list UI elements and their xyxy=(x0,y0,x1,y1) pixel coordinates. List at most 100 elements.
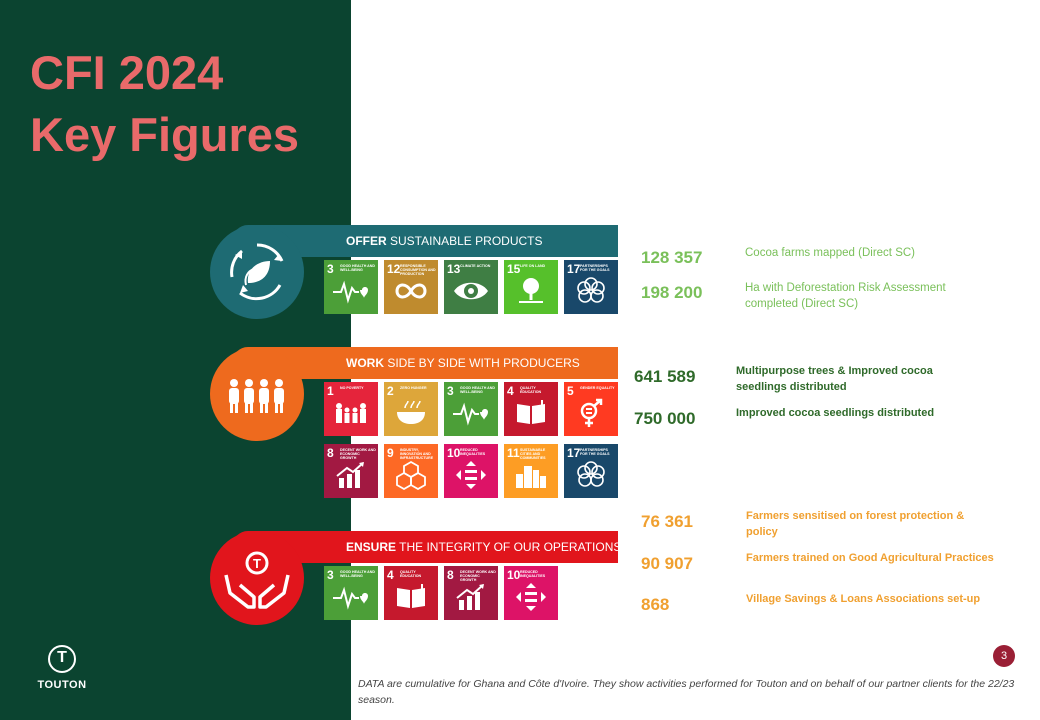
section-ensure-keyword: ENSURE xyxy=(346,540,397,554)
sdg-tile-number: 3 xyxy=(447,384,454,398)
sdg-tile-number: 17 xyxy=(567,262,581,276)
footnote: DATA are cumulative for Ghana and Côte d… xyxy=(358,678,1015,706)
tree-icon xyxy=(504,276,558,314)
title-line-1: CFI 2024 xyxy=(30,46,224,99)
sdg-tile-caption: GENDER EQUALITY xyxy=(580,386,615,390)
svg-text:T: T xyxy=(253,556,261,571)
eye-globe-icon xyxy=(444,276,498,314)
figure-value-7: 868 xyxy=(641,595,670,614)
title-line-2: Key Figures xyxy=(30,108,300,161)
sdg-tile-caption: PARTNERSHIPS FOR THE GOALS xyxy=(580,448,610,457)
sdg-tile-number: 8 xyxy=(447,568,454,582)
sdg-tile-caption: QUALITY EDUCATION xyxy=(400,570,422,579)
sdg-tile-number: 13 xyxy=(447,262,461,276)
sdg-tile-number: 11 xyxy=(507,446,520,460)
sdg-tile-caption: REDUCED INEQUALITIES xyxy=(520,570,546,579)
figure-value-1: 128 357 xyxy=(641,248,703,267)
figure-label-1: Cocoa farms mapped (Direct SC) xyxy=(745,247,915,259)
people-icon xyxy=(210,347,304,441)
figure-label-7: Village Savings & Loans Associations set… xyxy=(746,593,981,605)
figure-label-2: Ha with Deforestation Risk Assessment co… xyxy=(745,282,946,310)
section-offer-text: SUSTAINABLE PRODUCTS xyxy=(386,234,543,248)
figure-value-3: 641 589 xyxy=(634,367,696,386)
sdg-tile-caption: GOOD HEALTH AND WELL-BEING xyxy=(340,264,375,273)
touton-logo-name: TOUTON xyxy=(37,679,87,691)
hands-logo-icon: T xyxy=(210,531,304,625)
sdg-tile-12: 12 RESPONSIBLE CONSUMPTION AND PRODUCTION xyxy=(384,260,438,314)
sdg-tile-number: 3 xyxy=(327,262,334,276)
sdg-tile-number: 10 xyxy=(507,568,521,582)
figure-label-4: Improved cocoa seedlings distributed xyxy=(736,407,935,419)
sdg-tile-caption: GOOD HEALTH AND WELL-BEING xyxy=(460,386,495,395)
leaf-recycle-icon xyxy=(210,225,304,319)
sdg-tile-caption: SUSTAINABLE CITIES AND COMMUNITIES xyxy=(520,448,546,461)
sdg-tile-number: 5 xyxy=(567,384,574,398)
sdg-tile-caption: INDUSTRY, INNOVATION AND INFRASTRUCTURE xyxy=(400,448,434,461)
sdg-tile-13: 13 CLIMATE ACTION xyxy=(444,260,498,314)
growth-chart-icon xyxy=(444,582,498,620)
sdg-tile-11: 11 SUSTAINABLE CITIES AND COMMUNITIES xyxy=(504,444,558,498)
sdg-tile-10: 10 REDUCED INEQUALITIES xyxy=(504,566,558,620)
sdg-tile-caption: LIFE ON LAND xyxy=(520,264,546,268)
sdg-tile-caption: NO POVERTY xyxy=(340,386,364,390)
sdg-tile-17: 17 PARTNERSHIPS FOR THE GOALS xyxy=(564,444,618,498)
sdg-tile-15: 15 LIFE ON LAND xyxy=(504,260,558,314)
sdg-tile-9: 9 INDUSTRY, INNOVATION AND INFRASTRUCTURE xyxy=(384,444,438,498)
figure-value-5: 76 361 xyxy=(641,512,693,531)
gender-icon xyxy=(564,398,618,436)
sdg-tile-caption: PARTNERSHIPS FOR THE GOALS xyxy=(580,264,610,273)
page-number: 3 xyxy=(993,645,1015,667)
book-icon xyxy=(504,398,558,436)
equal-arrows-icon xyxy=(444,460,498,498)
sdg-tile-number: 2 xyxy=(387,384,394,398)
section-work-text: SIDE BY SIDE WITH PRODUCERS xyxy=(384,356,580,370)
touton-logo: T TOUTON xyxy=(34,645,90,691)
sdg-tile-5: 5 GENDER EQUALITY xyxy=(564,382,618,436)
sdg-tile-number: 1 xyxy=(327,384,334,398)
city-icon xyxy=(504,460,558,498)
heartbeat-icon xyxy=(444,398,498,436)
sdg-tile-2: 2 ZERO HUNGER xyxy=(384,382,438,436)
sdg-tile-caption: DECENT WORK AND ECONOMIC GROWTH xyxy=(340,448,376,461)
heartbeat-icon xyxy=(324,276,378,314)
sdg-tile-number: 4 xyxy=(507,384,514,398)
section-work-keyword: WORK xyxy=(346,356,384,370)
section-offer-keyword: OFFER xyxy=(346,234,387,248)
page-title: CFI 2024 Key Figures xyxy=(30,42,299,166)
section-ensure-text: THE INTEGRITY OF OUR OPERATIONS xyxy=(396,540,622,554)
flower-rings-icon xyxy=(564,276,618,314)
sdg-tile-number: 12 xyxy=(387,262,401,276)
sdg-tile-number: 4 xyxy=(387,568,394,582)
sdg-tile-1: 1 NO POVERTY xyxy=(324,382,378,436)
sdg-tile-10: 10 REDUCED INEQUALITIES xyxy=(444,444,498,498)
family-icon xyxy=(324,398,378,436)
sdg-tile-caption: ZERO HUNGER xyxy=(400,386,427,390)
sdg-tile-8: 8 DECENT WORK AND ECONOMIC GROWTH xyxy=(324,444,378,498)
sdg-tile-number: 3 xyxy=(327,568,334,582)
sdg-tile-caption: QUALITY EDUCATION xyxy=(520,386,542,395)
bowl-icon xyxy=(384,398,438,436)
sdg-tile-number: 10 xyxy=(447,446,461,460)
touton-logo-mark: T xyxy=(48,645,76,673)
figure-value-6: 90 907 xyxy=(641,554,693,573)
heartbeat-icon xyxy=(324,582,378,620)
sdg-tile-3: 3 GOOD HEALTH AND WELL-BEING xyxy=(324,260,378,314)
sdg-tile-number: 15 xyxy=(507,262,521,276)
figure-label-6: Farmers trained on Good Agricultural Pra… xyxy=(746,552,994,564)
equal-arrows-icon xyxy=(504,582,558,620)
sdg-tile-caption: GOOD HEALTH AND WELL-BEING xyxy=(340,570,375,579)
sdg-tile-8: 8 DECENT WORK AND ECONOMIC GROWTH xyxy=(444,566,498,620)
growth-chart-icon xyxy=(324,460,378,498)
sdg-tile-caption: RESPONSIBLE CONSUMPTION AND PRODUCTION xyxy=(400,264,436,277)
sdg-tile-4: 4 QUALITY EDUCATION xyxy=(504,382,558,436)
sdg-tile-4: 4 QUALITY EDUCATION xyxy=(384,566,438,620)
figure-label-3: Multipurpose trees & Improved cocoa seed… xyxy=(736,365,933,393)
figure-value-4: 750 000 xyxy=(634,409,696,428)
figure-label-5: Farmers sensitised on forest protection … xyxy=(746,510,965,538)
sdg-tile-caption: CLIMATE ACTION xyxy=(460,264,491,268)
sdg-tile-number: 9 xyxy=(387,446,394,460)
sdg-tile-number: 8 xyxy=(327,446,334,460)
sdg-tile-caption: REDUCED INEQUALITIES xyxy=(460,448,486,457)
sdg-tile-caption: DECENT WORK AND ECONOMIC GROWTH xyxy=(460,570,496,583)
infinity-icon xyxy=(384,276,438,314)
